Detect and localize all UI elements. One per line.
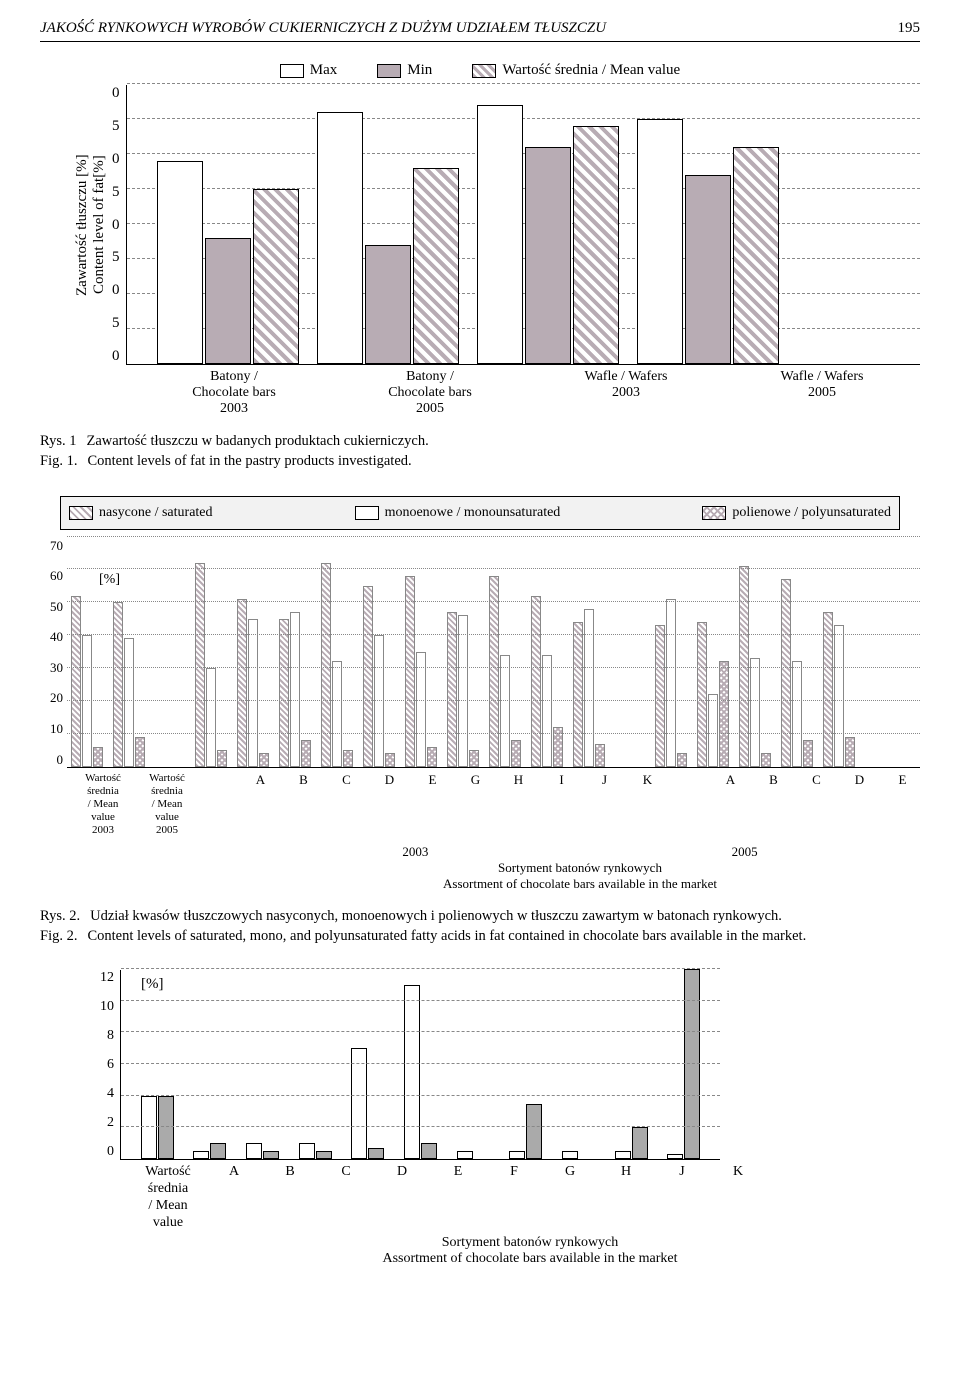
legend-mean-label: Wartość średnia / Mean value (502, 62, 680, 79)
legend-min: Min (377, 62, 432, 79)
chart2-year-2003: 2003 (402, 844, 428, 859)
legend-sat: nasycone / saturated (69, 505, 213, 521)
chart3-sub2: Assortment of chocolate bars available i… (382, 1251, 677, 1266)
legend-mono-label: monoenowe / monounsaturated (385, 505, 561, 521)
chart1-ylabel: Zawartość tłuszczu [%]Content level of f… (70, 85, 112, 365)
caption2-fig-key: Fig. 2. (40, 926, 77, 946)
legend-poly-label: polienowe / polyunsaturated (732, 505, 891, 521)
swatch-icon (355, 506, 379, 520)
legend-max-label: Max (310, 62, 338, 79)
chart1-plot (126, 85, 921, 365)
chart2-legend: nasycone / saturated monoenowe / monouns… (60, 496, 900, 530)
chart3-sub1: Sortyment batonów rynkowych (442, 1235, 619, 1250)
chart3-bars (121, 969, 720, 1159)
chart2-xlabels: Wartośćśrednia/ Meanvalue2003Wartośćśred… (76, 772, 920, 838)
chart2: 010203040506070 [%] Wartośćśrednia/ Mean… (40, 538, 920, 892)
caption1-rys-key: Rys. 1 (40, 431, 76, 451)
swatch-icon (702, 506, 726, 520)
caption1-rys-txt: Zawartość tłuszczu w badanych produktach… (86, 431, 428, 451)
chart2-bars (67, 563, 920, 767)
legend-max: Max (280, 62, 338, 79)
page-header: JAKOŚĆ RYNKOWYCH WYROBÓW CUKIERNICZYCH Z… (40, 20, 920, 42)
legend-sat-label: nasycone / saturated (99, 505, 213, 521)
swatch-icon (69, 506, 93, 520)
chart1-xlabels: Batony /Chocolate bars2003Batony /Chocol… (136, 365, 920, 417)
chart1-legend: Max Min Wartość średnia / Mean value (40, 62, 920, 79)
header-title: JAKOŚĆ RYNKOWYCH WYROBÓW CUKIERNICZYCH Z… (40, 20, 606, 37)
chart2-sub2: Assortment of chocolate bars available i… (443, 876, 717, 891)
chart3-xlabels: Wartośćśrednia/ MeanvalueABCDEFGHJK (140, 1164, 920, 1231)
page-number: 195 (898, 20, 921, 37)
chart3-plot: [%] (120, 970, 720, 1160)
chart2-yaxis: 010203040506070 (50, 538, 67, 768)
chart2-year-2005: 2005 (732, 844, 758, 859)
chart2-subcaption: 2003 2005 Sortyment batonów rynkowych As… (240, 844, 920, 892)
swatch-icon (377, 64, 401, 78)
legend-poly: polienowe / polyunsaturated (702, 505, 891, 521)
chart3-subcaption: Sortyment batonów rynkowych Assortment o… (140, 1235, 920, 1267)
legend-min-label: Min (407, 62, 432, 79)
caption2-rys-key: Rys. 2. (40, 906, 80, 926)
chart1: Zawartość tłuszczu [%]Content level of f… (40, 85, 920, 417)
chart2-sub1: Sortyment batonów rynkowych (498, 860, 662, 875)
legend-mono: monoenowe / monounsaturated (355, 505, 561, 521)
chart3: 024681012 [%] 2003 2005 Wartośćśrednia/ … (40, 970, 920, 1267)
chart2-plot: [%] (67, 538, 920, 768)
caption1-fig-key: Fig. 1. (40, 451, 77, 471)
caption1: Rys. 1 Zawartość tłuszczu w badanych pro… (40, 431, 920, 472)
chart1-yaxis: 050505050 (112, 85, 126, 365)
legend-mean: Wartość średnia / Mean value (472, 62, 680, 79)
chart3-yaxis: 024681012 (100, 970, 120, 1160)
caption2: Rys. 2. Udział kwasów tłuszczowych nasyc… (40, 906, 920, 947)
caption1-fig-txt: Content levels of fat in the pastry prod… (87, 451, 411, 471)
caption2-rys-txt: Udział kwasów tłuszczowych nasyconych, m… (90, 906, 782, 926)
swatch-icon (280, 64, 304, 78)
swatch-icon (472, 64, 496, 78)
caption2-fig-txt: Content levels of saturated, mono, and p… (87, 926, 806, 946)
